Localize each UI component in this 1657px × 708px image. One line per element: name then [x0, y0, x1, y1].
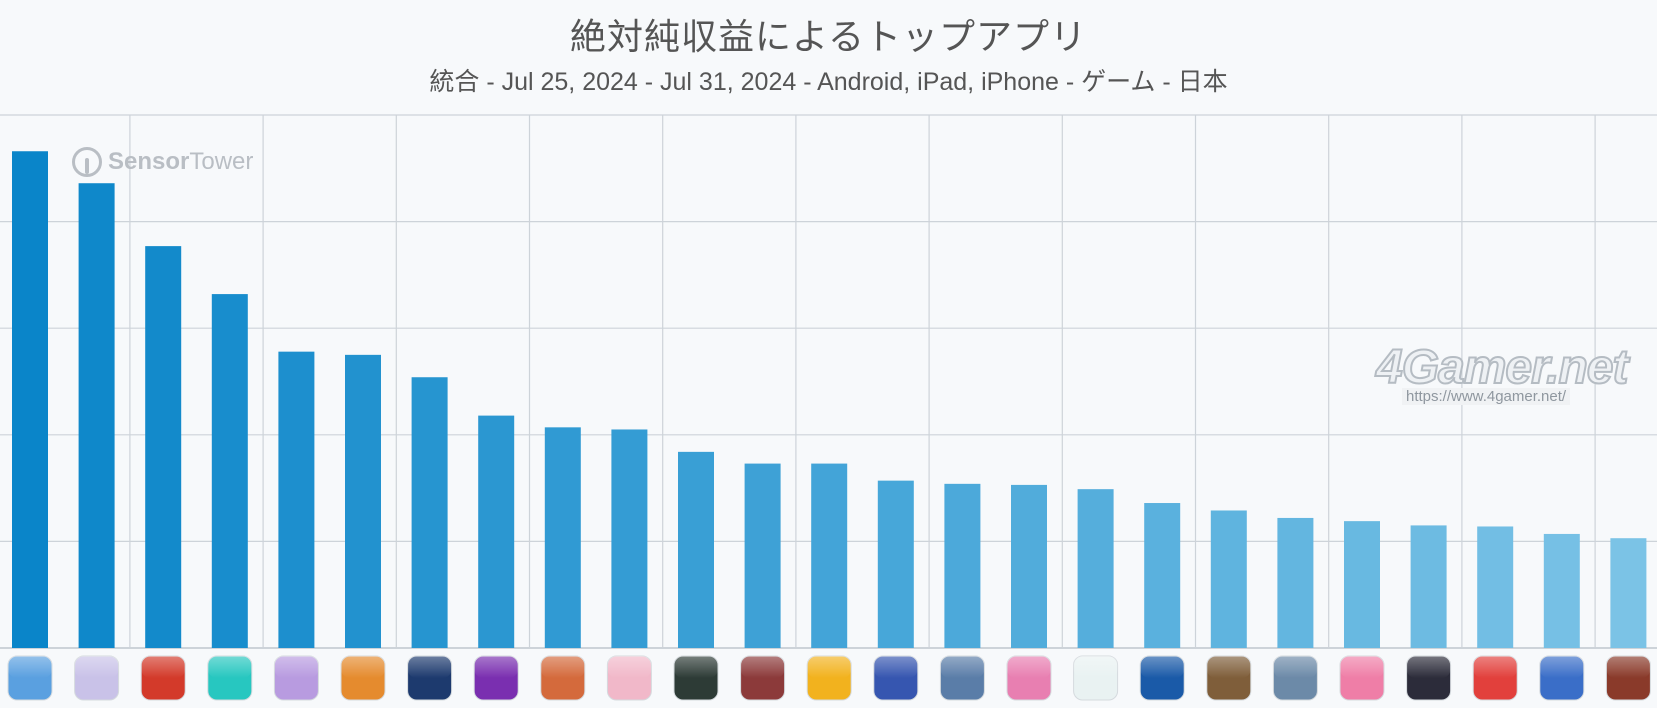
app-icon-app-5[interactable] — [273, 655, 319, 701]
app-icon-app-1[interactable] — [7, 655, 53, 701]
sensor-tower-watermark: SensorTower — [72, 147, 253, 177]
app-icon-app-13[interactable] — [806, 655, 852, 701]
bars — [12, 151, 1647, 649]
app-icon-app-22[interactable] — [1406, 655, 1452, 701]
bar-app-4[interactable] — [211, 294, 248, 648]
app-icon-app-15[interactable] — [939, 655, 985, 701]
bar-app-11[interactable] — [678, 451, 714, 648]
app-icon-app-24[interactable] — [1539, 655, 1585, 701]
app-icon-app-2[interactable] — [74, 655, 120, 701]
app-icon-app-6[interactable] — [340, 655, 386, 701]
app-icon-app-16[interactable] — [1006, 655, 1052, 701]
app-icon-app-4[interactable] — [207, 655, 253, 701]
sensor-tower-logo-icon — [72, 147, 102, 177]
app-icon-app-8[interactable] — [473, 655, 519, 701]
bar-app-6[interactable] — [345, 354, 381, 648]
bar-app-15[interactable] — [944, 483, 981, 648]
app-icon-app-14[interactable] — [873, 655, 919, 701]
bar-app-25[interactable] — [1610, 538, 1647, 648]
fourgamer-url: https://www.4gamer.net/ — [1402, 388, 1571, 405]
fourgamer-watermark: 4Gamer.net — [1375, 340, 1629, 395]
app-icon-app-17[interactable] — [1073, 655, 1119, 701]
grid-lines — [0, 114, 1657, 649]
bar-app-13[interactable] — [811, 463, 848, 648]
chart-title: 絶対純収益によるトップアプリ — [570, 17, 1087, 58]
bar-app-18[interactable] — [1144, 503, 1181, 648]
app-icon-app-9[interactable] — [540, 655, 586, 701]
app-icons — [7, 655, 1651, 701]
app-icon-app-11[interactable] — [673, 655, 719, 701]
bar-app-12[interactable] — [744, 463, 781, 648]
app-icon-app-12[interactable] — [740, 655, 786, 701]
bar-app-21[interactable] — [1344, 521, 1380, 648]
bar-app-3[interactable] — [145, 246, 182, 649]
app-icon-app-3[interactable] — [140, 655, 186, 701]
bar-app-22[interactable] — [1410, 525, 1447, 648]
bar-app-5[interactable] — [278, 351, 315, 648]
bar-app-16[interactable] — [1011, 484, 1047, 648]
app-icon-app-25[interactable] — [1605, 655, 1651, 701]
bar-app-14[interactable] — [877, 480, 914, 648]
bar-app-23[interactable] — [1477, 526, 1514, 648]
app-icon-app-10[interactable] — [606, 655, 652, 701]
app-icon-app-20[interactable] — [1272, 655, 1318, 701]
chart-header: 絶対純収益によるトップアプリ 統合 - Jul 25, 2024 - Jul 3… — [0, 0, 1657, 115]
chart-subtitle: 統合 - Jul 25, 2024 - Jul 31, 2024 - Andro… — [429, 68, 1228, 96]
bar-app-20[interactable] — [1277, 517, 1314, 648]
app-icon-app-19[interactable] — [1206, 655, 1252, 701]
bar-app-17[interactable] — [1077, 489, 1114, 648]
bar-app-9[interactable] — [544, 427, 581, 648]
app-icon-app-21[interactable] — [1339, 655, 1385, 701]
bar-app-24[interactable] — [1543, 533, 1580, 648]
app-icon-app-23[interactable] — [1472, 655, 1518, 701]
bar-app-8[interactable] — [478, 415, 515, 648]
bar-app-7[interactable] — [411, 377, 448, 648]
bar-app-19[interactable] — [1210, 510, 1247, 648]
bar-app-2[interactable] — [78, 183, 115, 648]
app-icon-app-18[interactable] — [1139, 655, 1185, 701]
bar-app-1[interactable] — [12, 151, 48, 648]
app-icon-app-7[interactable] — [407, 655, 453, 701]
bar-app-10[interactable] — [611, 429, 648, 648]
